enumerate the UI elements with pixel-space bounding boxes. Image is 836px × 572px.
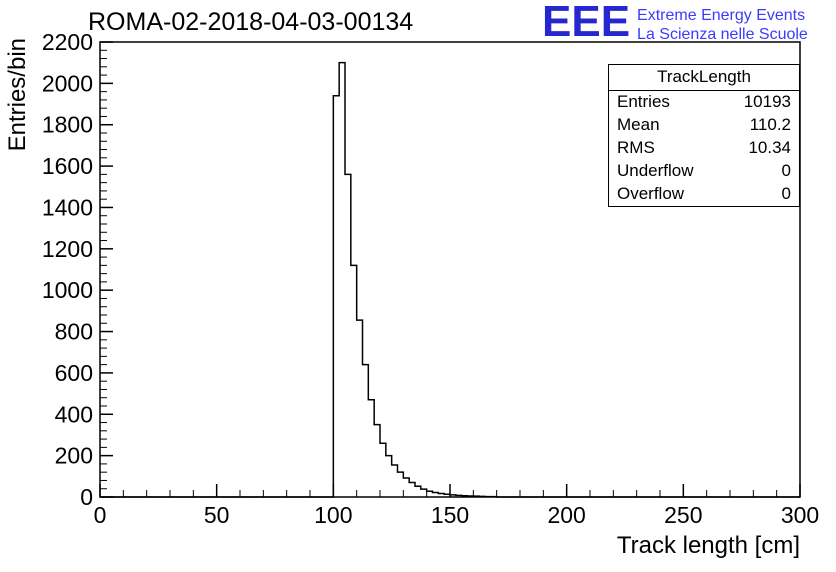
x-tick-label: 250 (664, 502, 702, 528)
y-tick-label: 400 (55, 401, 93, 427)
eee-logo-text: Extreme Energy Events La Scienza nelle S… (637, 4, 808, 44)
x-tick-label: 150 (431, 502, 469, 528)
y-tick-label: 1400 (42, 194, 93, 220)
eee-logo-acronym: EEE (542, 0, 631, 46)
stats-label: Underflow (617, 161, 694, 180)
stats-box: TrackLength Entries 10193 Mean 110.2 RMS… (608, 64, 800, 207)
y-tick-label: 1200 (42, 236, 93, 262)
x-tick-label: 100 (314, 502, 352, 528)
stats-value: 10193 (743, 92, 791, 111)
y-tick-label: 2000 (42, 70, 93, 96)
y-tick-label: 1800 (42, 112, 93, 138)
stats-value: 110.2 (749, 115, 791, 134)
stats-value: 10.34 (748, 138, 791, 157)
stats-label: Overflow (617, 184, 685, 203)
y-tick-label: 600 (55, 360, 93, 386)
eee-logo: EEE Extreme Energy Events La Scienza nel… (542, 0, 808, 46)
x-tick-label: 300 (781, 502, 819, 528)
x-tick-label: 50 (204, 502, 230, 528)
histogram-line (100, 61, 800, 498)
x-tick-label: 200 (547, 502, 585, 528)
stats-row: Mean 110.2 (609, 114, 799, 137)
stats-label: Mean (617, 115, 660, 134)
stats-row: Underflow 0 (609, 160, 799, 183)
stats-box-title: TrackLength (609, 65, 799, 91)
stats-row: Entries 10193 (609, 91, 799, 114)
stats-row: Overflow 0 (609, 183, 799, 206)
y-tick-label: 0 (80, 484, 93, 510)
stats-label: RMS (617, 138, 655, 157)
y-tick-label: 200 (55, 443, 93, 469)
stats-row: RMS 10.34 (609, 137, 799, 160)
stats-label: Entries (617, 92, 670, 111)
y-tick-label: 1000 (42, 277, 93, 303)
x-axis-title: Track length [cm] (616, 532, 800, 559)
y-tick-label: 800 (55, 319, 93, 345)
stats-value: 0 (781, 161, 791, 180)
eee-logo-line1: Extreme Energy Events (637, 7, 806, 24)
x-tick-label: 0 (94, 502, 107, 528)
stats-value: 0 (781, 184, 791, 203)
y-tick-label: 2200 (42, 29, 93, 55)
plot-title: ROMA-02-2018-04-03-00134 (88, 8, 414, 36)
y-tick-label: 1600 (42, 153, 93, 179)
eee-logo-line2: La Scienza nelle Scuole (637, 26, 808, 43)
